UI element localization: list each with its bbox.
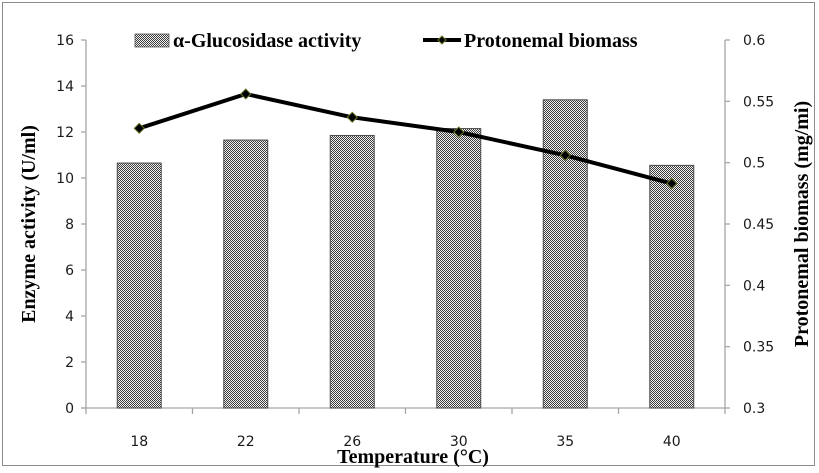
left-tick-label: 2 [65,355,74,371]
biomass-point-18 [133,122,145,135]
left-tick-label: 4 [65,309,74,325]
left-tick-label: 0 [65,401,74,417]
left-axis-title: Enzyme activity (U/ml) [18,125,40,323]
left-tick-label: 6 [65,263,74,279]
x-tick-label: 40 [663,434,681,450]
biomass-point-40 [666,177,678,190]
bars-layer [116,99,695,409]
left-tick-label: 8 [65,217,74,233]
x-tick-label: 26 [343,434,361,450]
legend-diamond-marker-icon [437,35,447,45]
biomass-point-35 [559,149,571,162]
legend: α-Glucosidase activity Protonemal biomas… [134,30,638,52]
bar-26 [329,134,375,409]
left-tick-label: 14 [56,79,74,95]
biomass-point-26 [346,111,358,123]
x-axis-title: Temperature (°C) [337,446,489,468]
right-tick-label: 0.35 [743,340,774,356]
right-tick-label: 0.3 [743,401,765,417]
right-axis-title: Protonemal biomass (mg/mi) [791,101,813,347]
x-tick-label: 18 [130,434,148,450]
x-tick-label: 22 [237,434,255,450]
bar-18 [116,162,162,409]
chart-frame: 0 2 4 6 8 10 12 14 16 0.3 0.35 0.4 0.45 0.5 0.55 0.6 18 2… [2,2,815,468]
legend-bar-swatch [134,33,170,48]
axes-layer [81,39,730,414]
right-tick-label: 0.4 [743,278,765,294]
biomass-point-22 [240,88,252,100]
bar-22 [223,139,269,409]
left-tick-label: 10 [56,171,74,187]
right-tick-label: 0.5 [743,156,765,172]
labels-layer: 0 2 4 6 8 10 12 14 16 0.3 0.35 0.4 0.45 0.5 0.55 0.6 18 2… [56,33,774,450]
bar-35 [542,99,588,409]
right-tick-label: 0.55 [743,94,774,110]
chart-svg: 0 2 4 6 8 10 12 14 16 0.3 0.35 0.4 0.45 0.5 0.55 0.6 18 2… [18,30,813,468]
bar-40 [649,164,695,409]
x-tick-label: 30 [450,434,468,450]
biomass-point-30 [453,126,465,138]
right-tick-label: 0.45 [743,217,774,233]
right-tick-label: 0.6 [743,33,765,49]
line-layer [133,88,678,190]
x-tick-label: 35 [556,434,574,450]
bar-30 [436,128,482,409]
left-tick-label: 12 [56,125,74,141]
biomass-line [138,91,673,186]
left-tick-label: 16 [56,33,74,49]
legend-line-label: Protonemal biomass [464,30,638,52]
legend-bar-label: α-Glucosidase activity [173,30,361,52]
